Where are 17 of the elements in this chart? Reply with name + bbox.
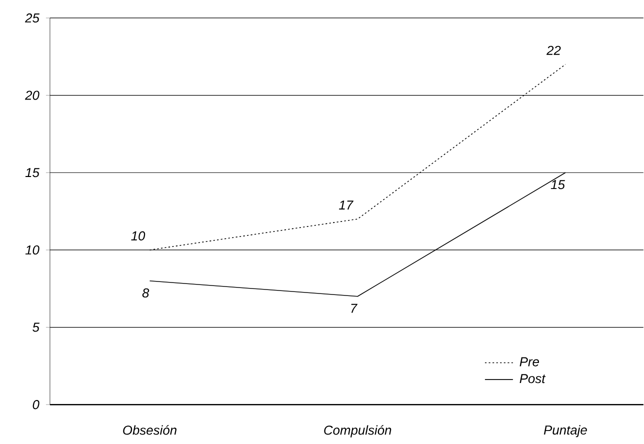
legend-label: Post [520, 374, 546, 384]
x-tick-label: Compulsión [324, 425, 392, 438]
y-tick-label: 25 [24, 14, 40, 23]
y-tick-label: 15 [25, 168, 40, 178]
y-tick-label: 10 [25, 246, 40, 255]
data-label: 15 [550, 180, 565, 190]
data-label: 22 [546, 46, 561, 56]
data-label: 7 [351, 304, 358, 313]
legend-label: Pre [520, 358, 539, 367]
data-label: 10 [131, 231, 146, 241]
y-tick-label: 5 [32, 322, 40, 332]
x-tick-label: Obsesión [123, 425, 176, 435]
data-label: 8 [142, 288, 150, 298]
y-tick-label: 0 [32, 400, 40, 410]
annotation: 17 [339, 200, 354, 210]
y-tick-label: 20 [24, 90, 40, 100]
x-tick-label: Puntaje [544, 425, 587, 438]
